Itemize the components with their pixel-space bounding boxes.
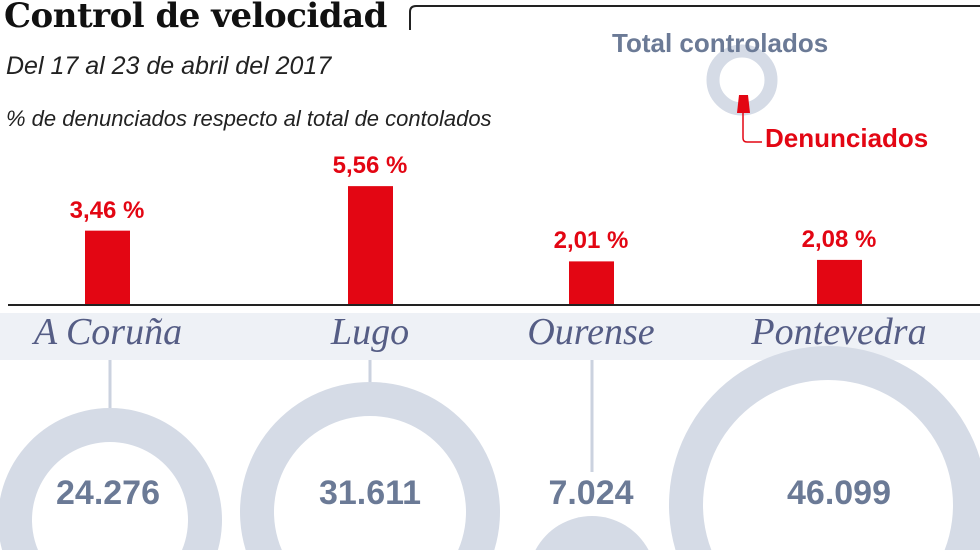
bar-1 [348, 186, 393, 304]
title-rule [409, 5, 980, 30]
bar-2 [569, 261, 614, 304]
bar-3 [817, 259, 862, 304]
category-label: Lugo [330, 311, 410, 353]
total-label: 24.276 [56, 474, 160, 512]
y-axis-label: % de denunciados respecto al total de co… [6, 106, 492, 131]
total-ring-1 [240, 382, 500, 550]
total-label: 7.024 [548, 474, 634, 512]
total-label: 46.099 [787, 474, 891, 512]
legend-total-label: Total controlados [612, 28, 829, 58]
chart-subtitle: Del 17 al 23 de abril del 2017 [6, 52, 332, 80]
chart-title: Control de velocidad [4, 0, 387, 36]
legend-denounced-mark [737, 95, 750, 113]
bar-0 [85, 230, 130, 304]
total-ring-3 [669, 346, 980, 550]
category-label: A Coruña [33, 311, 183, 353]
legend-connector [742, 113, 762, 143]
legend-denounced-label: Denunciados [765, 123, 929, 153]
total-ring-2 [535, 515, 649, 550]
data-label: 2,01 % [553, 227, 629, 255]
total-ring-0 [0, 408, 222, 550]
data-label: 5,56 % [332, 152, 408, 180]
data-label: 2,08 % [801, 225, 877, 253]
data-label: 3,46 % [69, 196, 145, 224]
category-label: Pontevedra [751, 311, 927, 353]
total-label: 31.611 [318, 474, 422, 512]
category-label: Ourense [527, 311, 655, 353]
